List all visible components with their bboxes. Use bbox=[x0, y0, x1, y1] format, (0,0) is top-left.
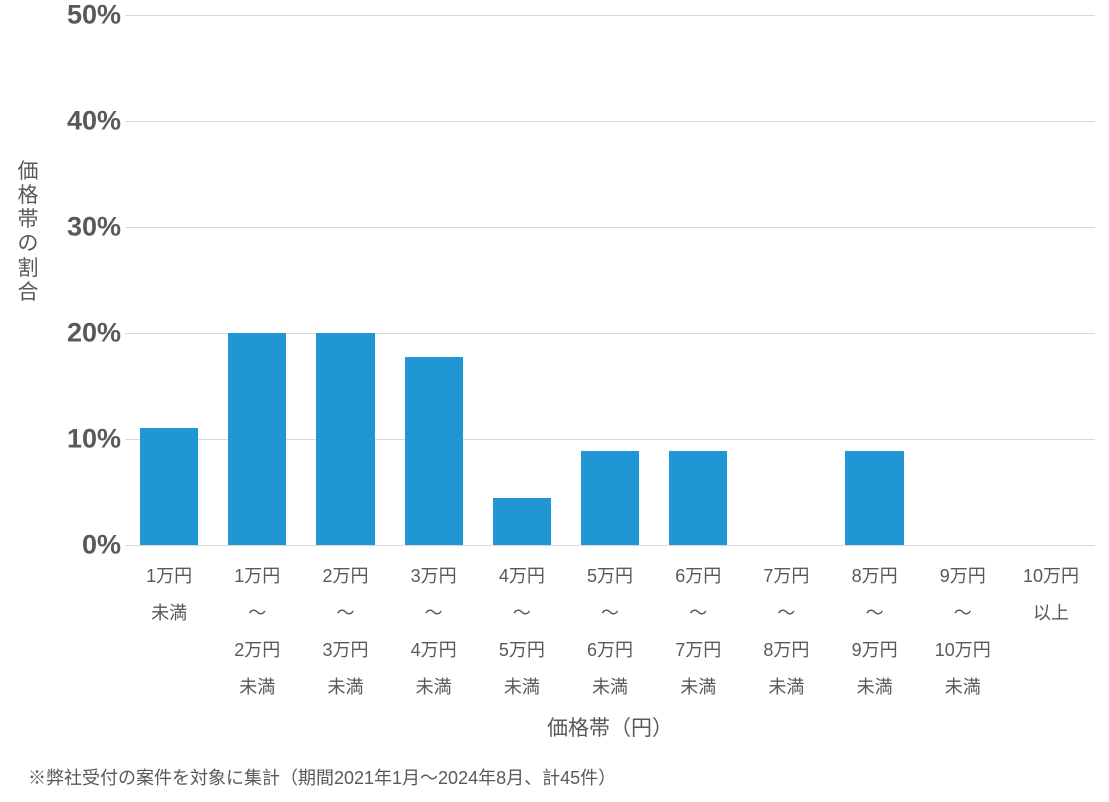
y-axis-title: 価格帯の割合 bbox=[16, 160, 40, 305]
x-tick-label: 10万円 以上 bbox=[1007, 558, 1095, 706]
x-tick-label: 1万円 ～ 2万円 未満 bbox=[213, 558, 301, 706]
x-axis-labels: 1万円 未満1万円 ～ 2万円 未満2万円 ～ 3万円 未満3万円 ～ 4万円 … bbox=[125, 558, 1095, 706]
x-tick-label: 3万円 ～ 4万円 未満 bbox=[390, 558, 478, 706]
y-tick-label: 40% bbox=[41, 106, 121, 137]
x-tick-label: 1万円 未満 bbox=[125, 558, 213, 706]
bar-slot bbox=[1007, 15, 1095, 545]
x-tick-label: 2万円 ～ 3万円 未満 bbox=[301, 558, 389, 706]
bar-slot bbox=[654, 15, 742, 545]
plot-area bbox=[125, 15, 1095, 545]
bar bbox=[845, 451, 903, 545]
x-tick-label: 8万円 ～ 9万円 未満 bbox=[831, 558, 919, 706]
x-axis-title: 価格帯（円） bbox=[125, 712, 1095, 742]
bar-slot bbox=[831, 15, 919, 545]
bar-slot bbox=[566, 15, 654, 545]
bar bbox=[581, 451, 639, 545]
x-tick-label: 4万円 ～ 5万円 未満 bbox=[478, 558, 566, 706]
bar bbox=[405, 357, 463, 545]
bar bbox=[669, 451, 727, 545]
price-distribution-chart: 価格帯の割合 0% 10% 20% 30% 40% 50% 1万円 未満1万円 ～ 2万円… bbox=[0, 0, 1109, 802]
x-tick-label: 6万円 ～ 7万円 未満 bbox=[654, 558, 742, 706]
x-tick-label: 7万円 ～ 8万円 未満 bbox=[742, 558, 830, 706]
x-tick-label: 9万円 ～ 10万円 未満 bbox=[919, 558, 1007, 706]
bar bbox=[140, 428, 198, 545]
bar-slot bbox=[742, 15, 830, 545]
y-tick-label: 50% bbox=[41, 0, 121, 31]
bar bbox=[493, 498, 551, 545]
y-tick-label: 20% bbox=[41, 318, 121, 349]
x-axis-line bbox=[125, 545, 1095, 546]
y-tick-label: 0% bbox=[41, 530, 121, 561]
bar-slot bbox=[919, 15, 1007, 545]
y-tick-label: 30% bbox=[41, 212, 121, 243]
bar-slot bbox=[390, 15, 478, 545]
x-tick-label: 5万円 ～ 6万円 未満 bbox=[566, 558, 654, 706]
bar-slot bbox=[213, 15, 301, 545]
bars-group bbox=[125, 15, 1095, 545]
bar-slot bbox=[125, 15, 213, 545]
chart-footnote: ※弊社受付の案件を対象に集計（期間2021年1月～2024年8月、計45件） bbox=[28, 764, 616, 790]
bar bbox=[228, 333, 286, 545]
bar-slot bbox=[478, 15, 566, 545]
y-tick-label: 10% bbox=[41, 424, 121, 455]
bar bbox=[316, 333, 374, 545]
bar-slot bbox=[301, 15, 389, 545]
